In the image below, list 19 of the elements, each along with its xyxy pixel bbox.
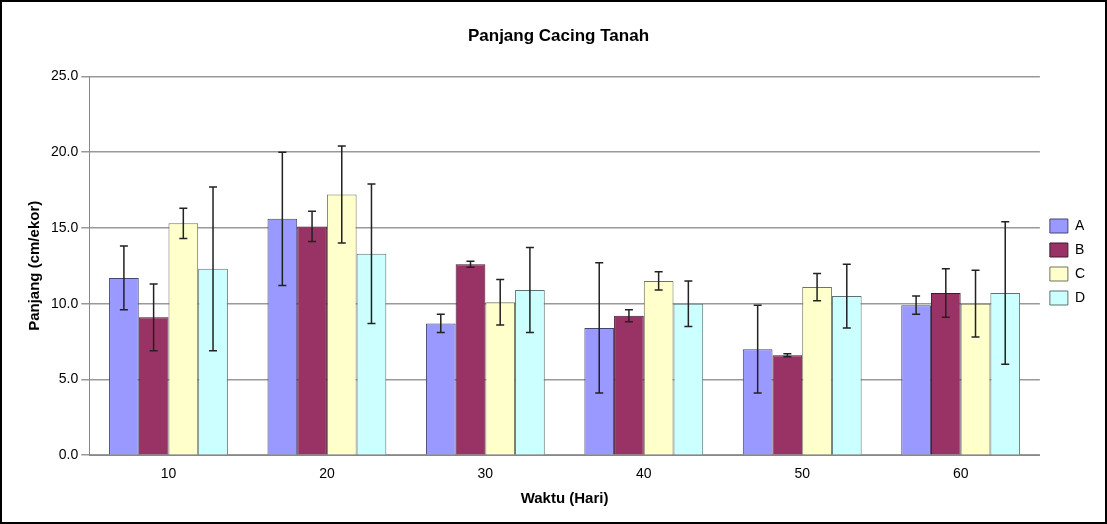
y-tick-label: 10.0 [51, 294, 79, 311]
legend-label: C [1074, 264, 1086, 281]
y-axis-title: Panjang (cm/ekor) [25, 200, 43, 331]
legend-label: B [1074, 240, 1085, 257]
x-tick-label: 20 [319, 465, 335, 482]
x-tick-label: 50 [794, 465, 811, 482]
x-tick-label: 30 [477, 465, 494, 482]
y-tick-label: 15.0 [51, 218, 79, 235]
x-tick-label: 40 [636, 465, 652, 482]
x-tick-label: 60 [952, 465, 969, 482]
y-tick-label: 25.0 [51, 67, 79, 84]
x-tick-label: 10 [160, 465, 177, 482]
y-tick-label: 5.0 [58, 370, 79, 387]
x-axis-title: Waktu (Hari) [520, 489, 609, 507]
chart-title: Panjang Cacing Tanah [467, 25, 650, 45]
y-tick-label: 20.0 [51, 143, 79, 160]
legend-label: D [1074, 288, 1086, 305]
y-tick-label: 0.0 [58, 446, 79, 463]
legend-label: A [1074, 216, 1085, 233]
